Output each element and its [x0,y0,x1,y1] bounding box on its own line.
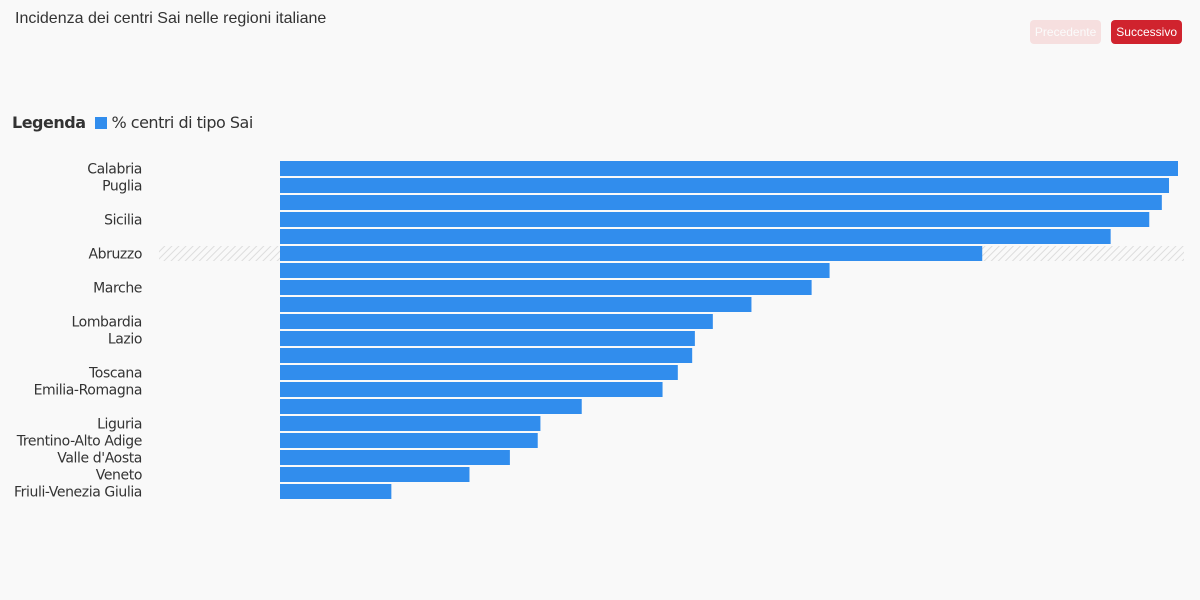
bar[interactable] [280,178,1170,193]
bar[interactable] [280,416,541,431]
legend-label: % centri di tipo Sai [111,113,254,132]
bar[interactable] [280,195,1162,210]
category-label: Liguria [97,417,142,433]
bar[interactable] [280,467,470,482]
previous-button[interactable]: Precedente [1029,20,1102,44]
bar[interactable] [280,280,812,295]
bar[interactable] [280,365,678,380]
bar[interactable] [280,433,538,448]
bar[interactable] [280,161,1178,176]
bar[interactable] [280,382,663,397]
category-label: Trentino-Alto Adige [16,434,142,450]
bar[interactable] [280,263,830,278]
chart-title: Incidenza dei centri Sai nelle regioni i… [15,10,327,27]
category-label: Abruzzo [88,247,142,263]
bar[interactable] [280,331,695,346]
category-label: Calabria [87,162,142,178]
bar[interactable] [280,212,1150,227]
category-label: Lombardia [72,315,143,331]
bar[interactable] [280,229,1111,244]
category-label: Toscana [88,366,142,382]
legend-title: Legenda [12,113,86,132]
category-label: Lazio [108,332,142,348]
bar[interactable] [280,348,693,363]
legend: Legenda % centri di tipo Sai [12,113,253,132]
bar[interactable] [280,484,392,499]
category-label: Puglia [102,179,142,195]
category-label: Veneto [96,468,142,484]
bar[interactable] [280,450,510,465]
next-button[interactable]: Successivo [1111,20,1182,44]
bar[interactable] [280,399,582,414]
legend-swatch [94,116,107,129]
category-label: Sicilia [104,213,142,229]
category-label: Emilia-Romagna [34,383,142,399]
category-label: Valle d'Aosta [57,451,142,467]
category-label: Marche [93,281,142,297]
bar[interactable] [280,297,752,312]
category-label: Friuli-Venezia Giulia [14,485,142,501]
bar[interactable] [280,314,713,329]
bar[interactable] [280,246,983,261]
navigation: Precedente Successivo [1029,20,1182,44]
